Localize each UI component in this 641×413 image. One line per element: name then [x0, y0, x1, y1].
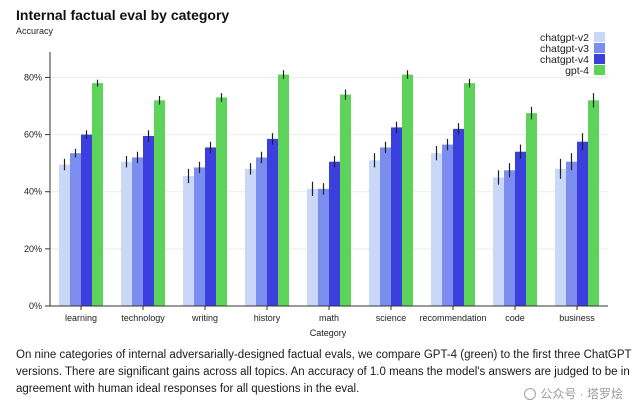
watermark-text: 公众号 · 塔罗烩: [540, 387, 623, 401]
bar-gpt-4: [216, 97, 227, 306]
legend-swatch: [594, 54, 605, 64]
bar-chatgpt-v3: [504, 170, 515, 306]
watermark: 公众号 · 塔罗烩: [520, 384, 627, 403]
legend-label: chatgpt-v4: [540, 54, 589, 66]
bar-chatgpt-v4: [391, 127, 402, 306]
bar-gpt-4: [526, 113, 537, 307]
bar-chatgpt-v3: [256, 157, 267, 306]
bar-chatgpt-v3: [70, 153, 81, 306]
x-tick-label: science: [376, 313, 407, 323]
legend-swatch: [594, 32, 605, 42]
y-tick-label: 80%: [24, 72, 42, 82]
bar-gpt-4: [588, 100, 599, 307]
bar-chatgpt-v2: [369, 160, 380, 306]
x-tick-label: code: [505, 313, 525, 323]
bar-chatgpt-v4: [329, 161, 340, 306]
legend-swatch: [594, 43, 605, 53]
bar-chatgpt-v2: [245, 168, 256, 306]
y-tick-label: 0%: [29, 301, 42, 311]
bar-chatgpt-v4: [577, 141, 588, 306]
bar-gpt-4: [154, 100, 165, 307]
x-tick-label: recommendation: [419, 313, 486, 323]
bar-gpt-4: [402, 74, 413, 306]
axes: 0% 20% 40% 60% 80% learning technology writing h…: [24, 52, 608, 323]
y-tick-label: 20%: [24, 244, 42, 254]
bar-chatgpt-v2: [431, 153, 442, 306]
bar-chatgpt-v3: [566, 161, 577, 306]
legend-label: chatgpt-v3: [540, 43, 589, 55]
bar-chatgpt-v4: [205, 147, 216, 306]
chart-title: Internal factual eval by category: [16, 7, 230, 23]
bar-chatgpt-v4: [81, 134, 92, 306]
bar-chatgpt-v3: [318, 188, 329, 306]
bar-chatgpt-v2: [493, 177, 504, 306]
x-tick-label: learning: [65, 313, 97, 323]
caption: On nine categories of internal adversari…: [16, 349, 632, 395]
bar-chatgpt-v2: [307, 188, 318, 306]
bar-chatgpt-v4: [267, 138, 278, 306]
bar-gpt-4: [340, 94, 351, 306]
x-tick-label: writing: [191, 313, 218, 323]
bar-gpt-4: [464, 83, 475, 307]
x-axis-label: Category: [310, 328, 347, 338]
bar-chatgpt-v4: [515, 151, 526, 306]
bar-chatgpt-v3: [442, 144, 453, 306]
x-tick-label: business: [559, 313, 595, 323]
bar-chatgpt-v2: [183, 176, 194, 306]
bar-chatgpt-v2: [121, 161, 132, 306]
bar-chatgpt-v4: [143, 136, 154, 306]
y-tick-label: 40%: [24, 187, 42, 197]
bar-chatgpt-v3: [132, 157, 143, 306]
bar-chatgpt-v3: [380, 147, 391, 306]
y-tick-label: 60%: [24, 130, 42, 140]
legend-label: chatgpt-v2: [540, 32, 589, 44]
x-tick-label: math: [319, 313, 339, 323]
bar-gpt-4: [278, 74, 289, 306]
bar-chatgpt-v4: [453, 128, 464, 306]
bar-gpt-4: [92, 83, 103, 307]
bar-chatgpt-v2: [59, 164, 70, 306]
legend-label: gpt-4: [565, 65, 589, 77]
y-axis-label: Accuracy: [16, 26, 54, 36]
legend-swatch: [594, 65, 605, 75]
bar-chatgpt-v3: [194, 167, 205, 306]
bars: [59, 70, 599, 307]
bar-chatgpt-v2: [555, 168, 566, 306]
x-tick-label: history: [254, 313, 281, 323]
chart-area: 0% 20% 40% 60% 80% learning technology writing h…: [16, 26, 608, 338]
wechat-icon: [524, 388, 537, 400]
x-tick-label: technology: [121, 313, 165, 323]
